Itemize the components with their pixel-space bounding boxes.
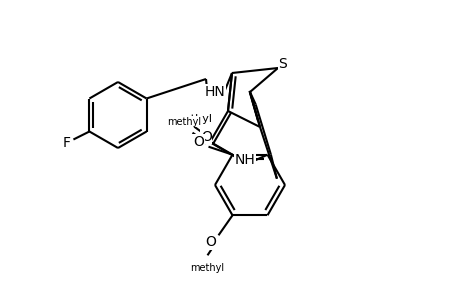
- Text: F: F: [62, 136, 70, 149]
- Text: methyl: methyl: [190, 263, 224, 273]
- Text: O: O: [196, 134, 207, 148]
- Text: O: O: [205, 235, 215, 249]
- Text: methyl: methyl: [173, 114, 211, 124]
- Text: S: S: [278, 57, 287, 71]
- Text: O: O: [193, 135, 203, 149]
- Text: methyl: methyl: [167, 117, 201, 127]
- Text: NH: NH: [234, 153, 255, 167]
- Text: O: O: [201, 130, 211, 144]
- Text: HN: HN: [204, 85, 225, 99]
